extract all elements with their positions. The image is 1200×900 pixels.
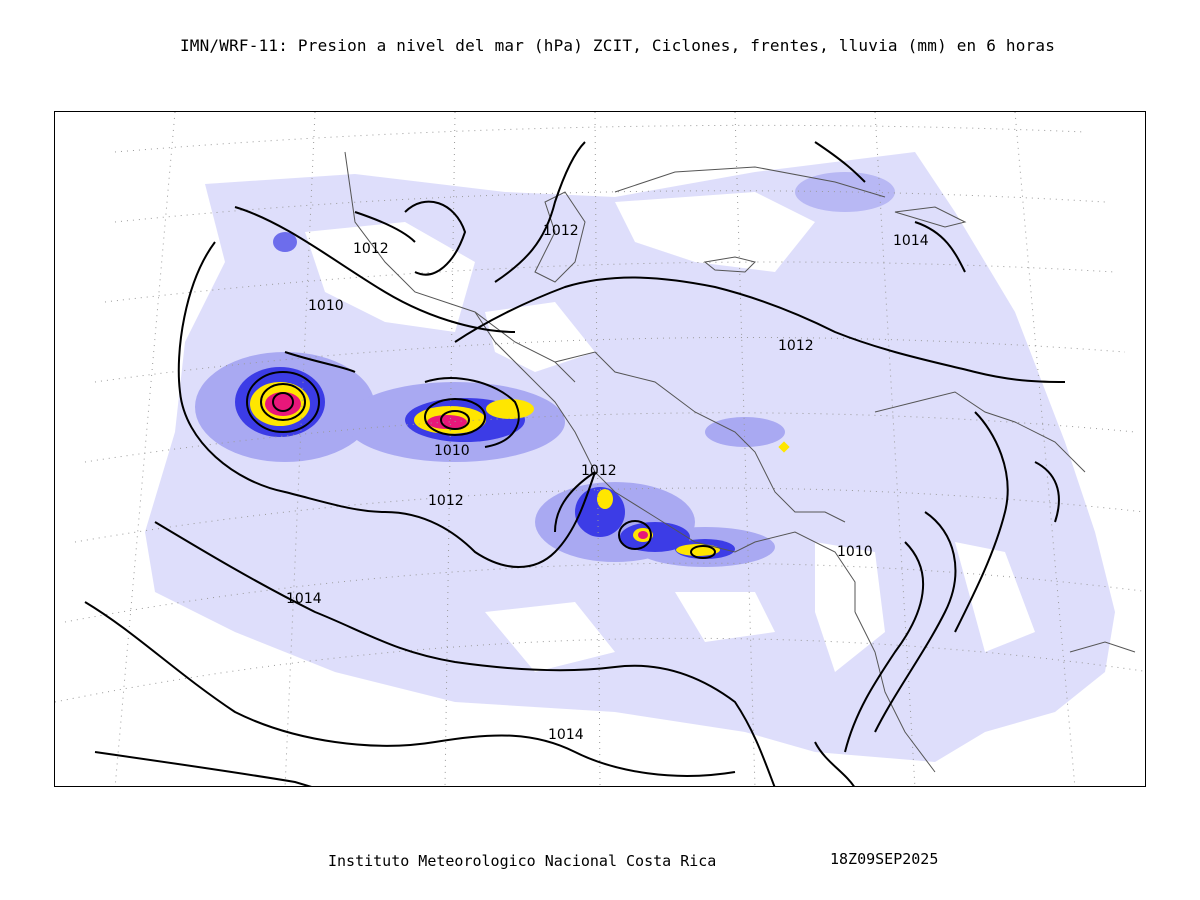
rain-max-yellow — [486, 399, 534, 419]
no-rain-gap — [305, 222, 475, 332]
no-rain-gap — [815, 542, 885, 672]
rain-mid-band — [705, 417, 785, 447]
rain-max-magenta — [638, 531, 648, 539]
isobar-label: 1014 — [286, 591, 322, 607]
isobar-label: 1012 — [581, 463, 617, 479]
isobar-label: 1010 — [837, 544, 873, 560]
isobars — [84, 141, 1066, 786]
institution-label: Instituto Meteorologico Nacional Costa R… — [328, 852, 717, 870]
isobar-label: 1012 — [428, 493, 464, 509]
isobar-label: 1010 — [308, 298, 344, 314]
isobar-label: 1010 — [434, 443, 470, 459]
isobar-label: 1014 — [893, 233, 929, 249]
map-canvas: 1012 1012 1014 1010 1012 1010 1012 1012 … — [55, 112, 1145, 786]
map-frame: 1012 1012 1014 1010 1012 1010 1012 1012 … — [54, 111, 1146, 787]
isobar-labels: 1012 1012 1014 1010 1012 1010 1012 1012 … — [286, 223, 929, 743]
rain-mid-band — [795, 172, 895, 212]
no-rain-gap — [485, 302, 595, 372]
isobar-label: 1012 — [543, 223, 579, 239]
isobar-label: 1012 — [353, 241, 389, 257]
rain-max-yellow — [597, 489, 613, 509]
rain-max-magenta — [427, 415, 467, 429]
datetime-label: 18Z09SEP2025 — [830, 850, 939, 868]
no-rain-gap — [955, 542, 1035, 652]
isobar-label: 1012 — [778, 338, 814, 354]
rain-max-magenta — [265, 392, 301, 416]
isobar-label: 1014 — [548, 727, 584, 743]
rain-heavy-core — [273, 232, 297, 252]
no-rain-gap — [615, 192, 815, 272]
chart-title: IMN/WRF-11: Presion a nivel del mar (hPa… — [179, 36, 1056, 55]
coastlines — [344, 151, 1136, 773]
no-rain-gap — [485, 602, 615, 672]
rain-max-yellow — [778, 441, 790, 453]
